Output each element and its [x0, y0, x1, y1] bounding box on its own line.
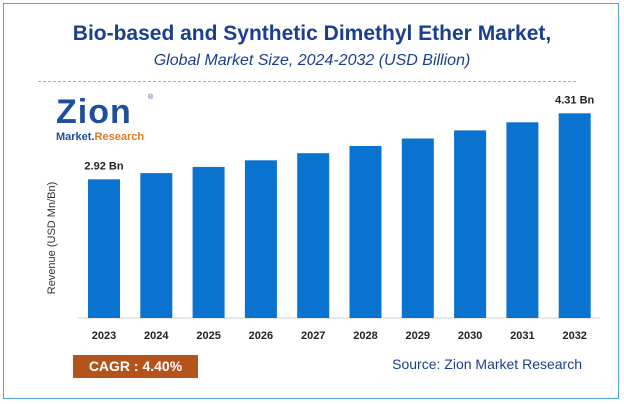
- title-divider: [38, 81, 576, 82]
- bar-2025: [192, 166, 225, 318]
- logo-wordmark: Zion: [56, 93, 132, 131]
- x-tick-label-2026: 2026: [249, 330, 273, 342]
- bar-2028: [349, 146, 382, 318]
- bar-2032: [558, 113, 591, 318]
- bars-group: [88, 113, 591, 318]
- bar-2030: [454, 130, 487, 318]
- x-tick-label-2025: 2025: [196, 330, 220, 342]
- x-tick-label-2029: 2029: [406, 330, 430, 342]
- data-label-2023: 2.92 Bn: [84, 160, 123, 172]
- x-tick-label-2031: 2031: [510, 330, 534, 342]
- chart-subtitle: Global Market Size, 2024-2032 (USD Billi…: [153, 52, 471, 69]
- cagr-badge: CAGR : 4.40%: [73, 355, 198, 378]
- bar-2029: [401, 138, 434, 318]
- bar-2023: [88, 179, 120, 318]
- logo-registered-mark: ®: [148, 94, 154, 101]
- logo-tagline-market: Market.: [56, 131, 95, 143]
- x-tick-label-2032: 2032: [562, 330, 586, 342]
- bar-2027: [297, 153, 330, 318]
- x-tick-label-2030: 2030: [458, 330, 482, 342]
- x-tick-label-2028: 2028: [353, 330, 377, 342]
- data-label-2032: 4.31 Bn: [555, 94, 594, 106]
- bar-2031: [506, 122, 539, 318]
- x-tick-label-2024: 2024: [144, 330, 169, 342]
- labels-group: 2023 2024 2025 2026 2027 2028 2029 2030 2031 2032…: [84, 94, 594, 342]
- source-note: Source: Zion Market Research: [392, 356, 582, 372]
- x-tick-label-2023: 2023: [92, 330, 116, 342]
- y-axis-label: Revenue (USD Mn/Bn): [46, 182, 58, 295]
- bar-2026: [244, 160, 277, 318]
- logo-tagline: Market.Research: [56, 130, 152, 144]
- chart-title: Bio-based and Synthetic Dimethyl Ether M…: [72, 22, 552, 45]
- x-tick-label-2027: 2027: [301, 330, 325, 342]
- zion-logo: Zion ® Market.Research: [56, 93, 154, 150]
- logo-tagline-research: Research: [94, 131, 145, 143]
- bar-2024: [140, 173, 173, 318]
